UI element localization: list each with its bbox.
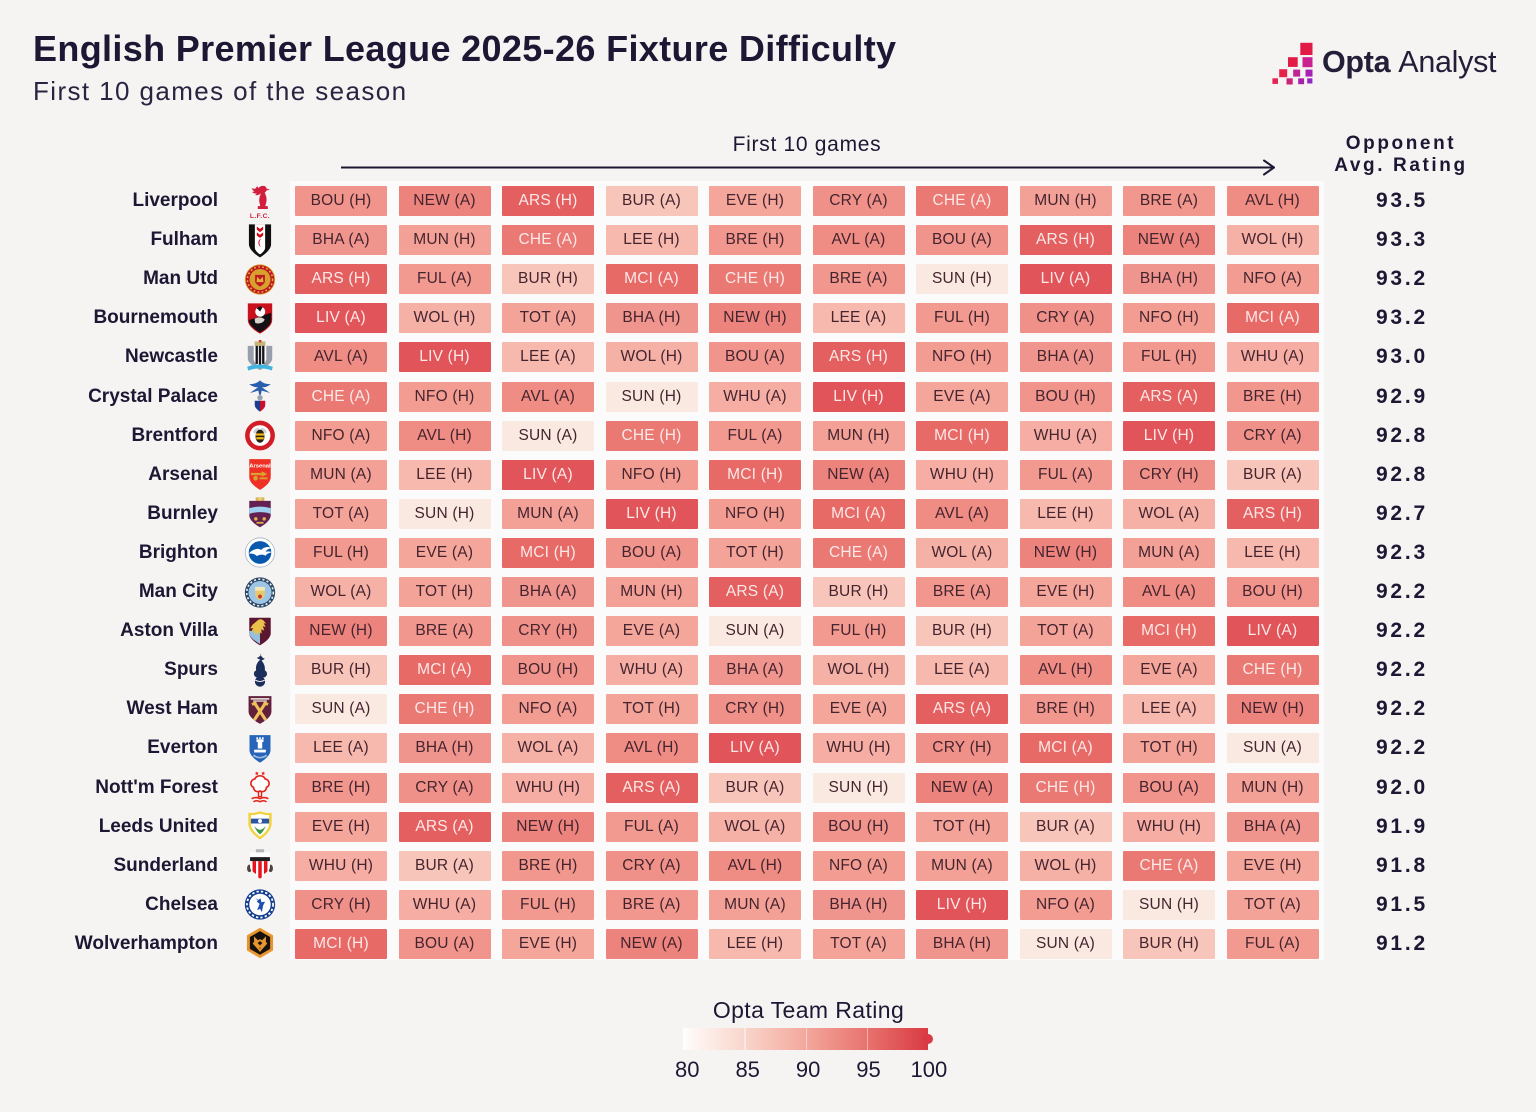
svg-text:Arsenal: Arsenal (249, 463, 271, 469)
svg-text:L.F.C.: L.F.C. (250, 213, 270, 219)
